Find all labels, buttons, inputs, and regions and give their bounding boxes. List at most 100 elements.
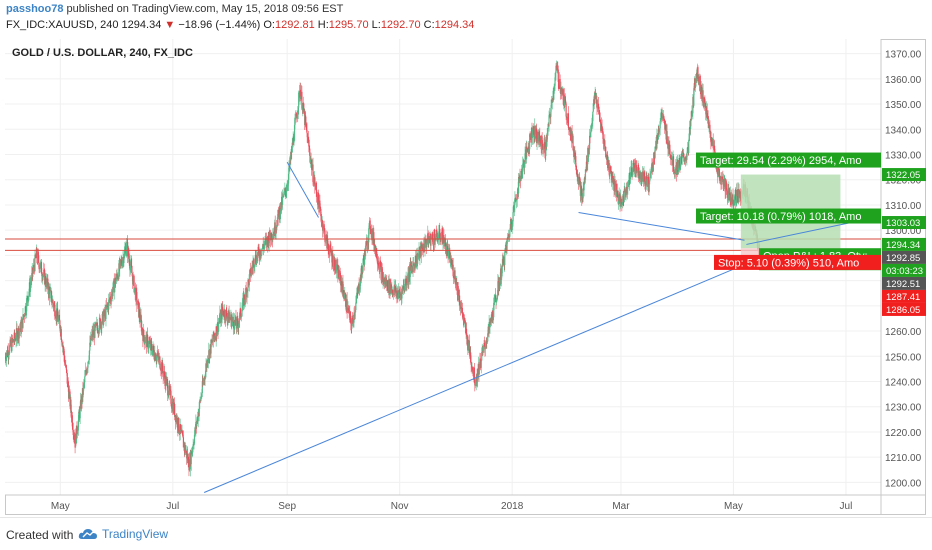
candle-body [319, 200, 321, 207]
candle-body [503, 256, 505, 265]
candle-body [23, 315, 25, 317]
candle-body [351, 325, 353, 330]
candle-body [355, 298, 357, 303]
low-value: 1292.70 [380, 19, 421, 31]
candle-body [66, 372, 68, 384]
y-tick-label: 1370.00 [885, 50, 922, 61]
candle-body [683, 159, 686, 162]
candle-body [433, 234, 435, 237]
candle-body [406, 280, 409, 284]
candle-body [36, 248, 38, 259]
candle-body [562, 89, 564, 96]
candle-body [524, 162, 526, 168]
candle-body [232, 316, 234, 323]
x-tick-label: Mar [612, 501, 630, 512]
candle-body [158, 356, 160, 360]
candle-body [190, 451, 192, 465]
candle-body [346, 299, 348, 312]
author-name[interactable]: passhoo78 [6, 3, 64, 15]
candle-body [422, 247, 424, 252]
candle-body [353, 312, 355, 323]
candle-body [133, 276, 135, 293]
candle-body [459, 304, 461, 307]
candle-body [691, 113, 694, 116]
candle-body [576, 169, 578, 175]
candle-body [170, 403, 173, 407]
candle-body [541, 143, 544, 150]
candle-body [610, 172, 612, 175]
candle-body [380, 263, 382, 267]
candle-body [85, 370, 87, 372]
candle-body [503, 264, 505, 266]
candle-body [201, 393, 203, 397]
candle-body [598, 114, 600, 116]
price-tag-label: 03:03:23 [886, 266, 923, 277]
candle-body [398, 290, 400, 293]
candle-body [630, 167, 633, 171]
candle-body [328, 250, 331, 256]
candle-body [317, 192, 320, 203]
x-tick-label: Jul [166, 501, 179, 512]
candle-body [728, 188, 730, 194]
candle-body [166, 379, 168, 381]
y-tick-label: 1320.00 [885, 176, 922, 187]
candle-body [239, 312, 241, 321]
candle-body [48, 286, 50, 290]
candle-body [78, 411, 80, 421]
candle-body [737, 196, 739, 198]
tradingview-logo[interactable]: TradingView [78, 527, 168, 541]
candle-body [554, 72, 557, 78]
candle-body [162, 362, 164, 372]
candle-body [731, 197, 733, 205]
candle-body [601, 124, 603, 127]
candle-body [475, 383, 477, 385]
candle-body [624, 188, 626, 193]
candle-body [310, 160, 312, 162]
price-tag-label: 1294.34 [886, 240, 920, 251]
candle-body [182, 437, 185, 448]
candle-body [575, 156, 577, 167]
candle-body [221, 306, 223, 320]
price-tag-label: 1322.05 [886, 170, 920, 181]
candle-body [552, 101, 554, 103]
candle-body [549, 116, 552, 118]
candle-body [734, 196, 736, 200]
candle-body [604, 140, 606, 150]
candle-body [663, 116, 665, 119]
candle-body [356, 292, 358, 299]
candle-body [53, 304, 55, 308]
candle-body [666, 131, 668, 145]
candle-body [66, 369, 68, 373]
candle-body [441, 228, 444, 244]
candle-body [640, 172, 642, 183]
price-tag-box [882, 263, 926, 277]
candle-body [500, 276, 503, 280]
candle-body [718, 167, 720, 171]
candle-body [547, 129, 549, 133]
candle-body [287, 183, 289, 186]
candle-body [146, 334, 149, 338]
candle-body [70, 410, 72, 419]
candle-body [643, 172, 645, 182]
candle-body [257, 252, 259, 258]
candle-body [309, 155, 311, 162]
candle-body [260, 254, 262, 257]
candle-body [260, 254, 262, 256]
candle-body [132, 276, 134, 285]
candle-body [335, 259, 337, 272]
price-chart[interactable]: Target: 29.54 (2.29%) 2954, Amo Target: 1… [5, 39, 926, 515]
candle-body [648, 184, 650, 193]
candle-body [333, 260, 335, 267]
candle-body [683, 153, 685, 158]
candle-body [698, 76, 700, 86]
candle-body [542, 148, 545, 150]
candle-body [635, 160, 637, 168]
candle-body [297, 112, 299, 115]
candle-body [735, 189, 737, 204]
candle-body [623, 201, 625, 203]
candle-body [227, 318, 229, 322]
candle-body [632, 163, 635, 164]
candle-body [22, 314, 24, 328]
y-tick-label: 1340.00 [885, 125, 922, 136]
candle-body [114, 284, 116, 293]
